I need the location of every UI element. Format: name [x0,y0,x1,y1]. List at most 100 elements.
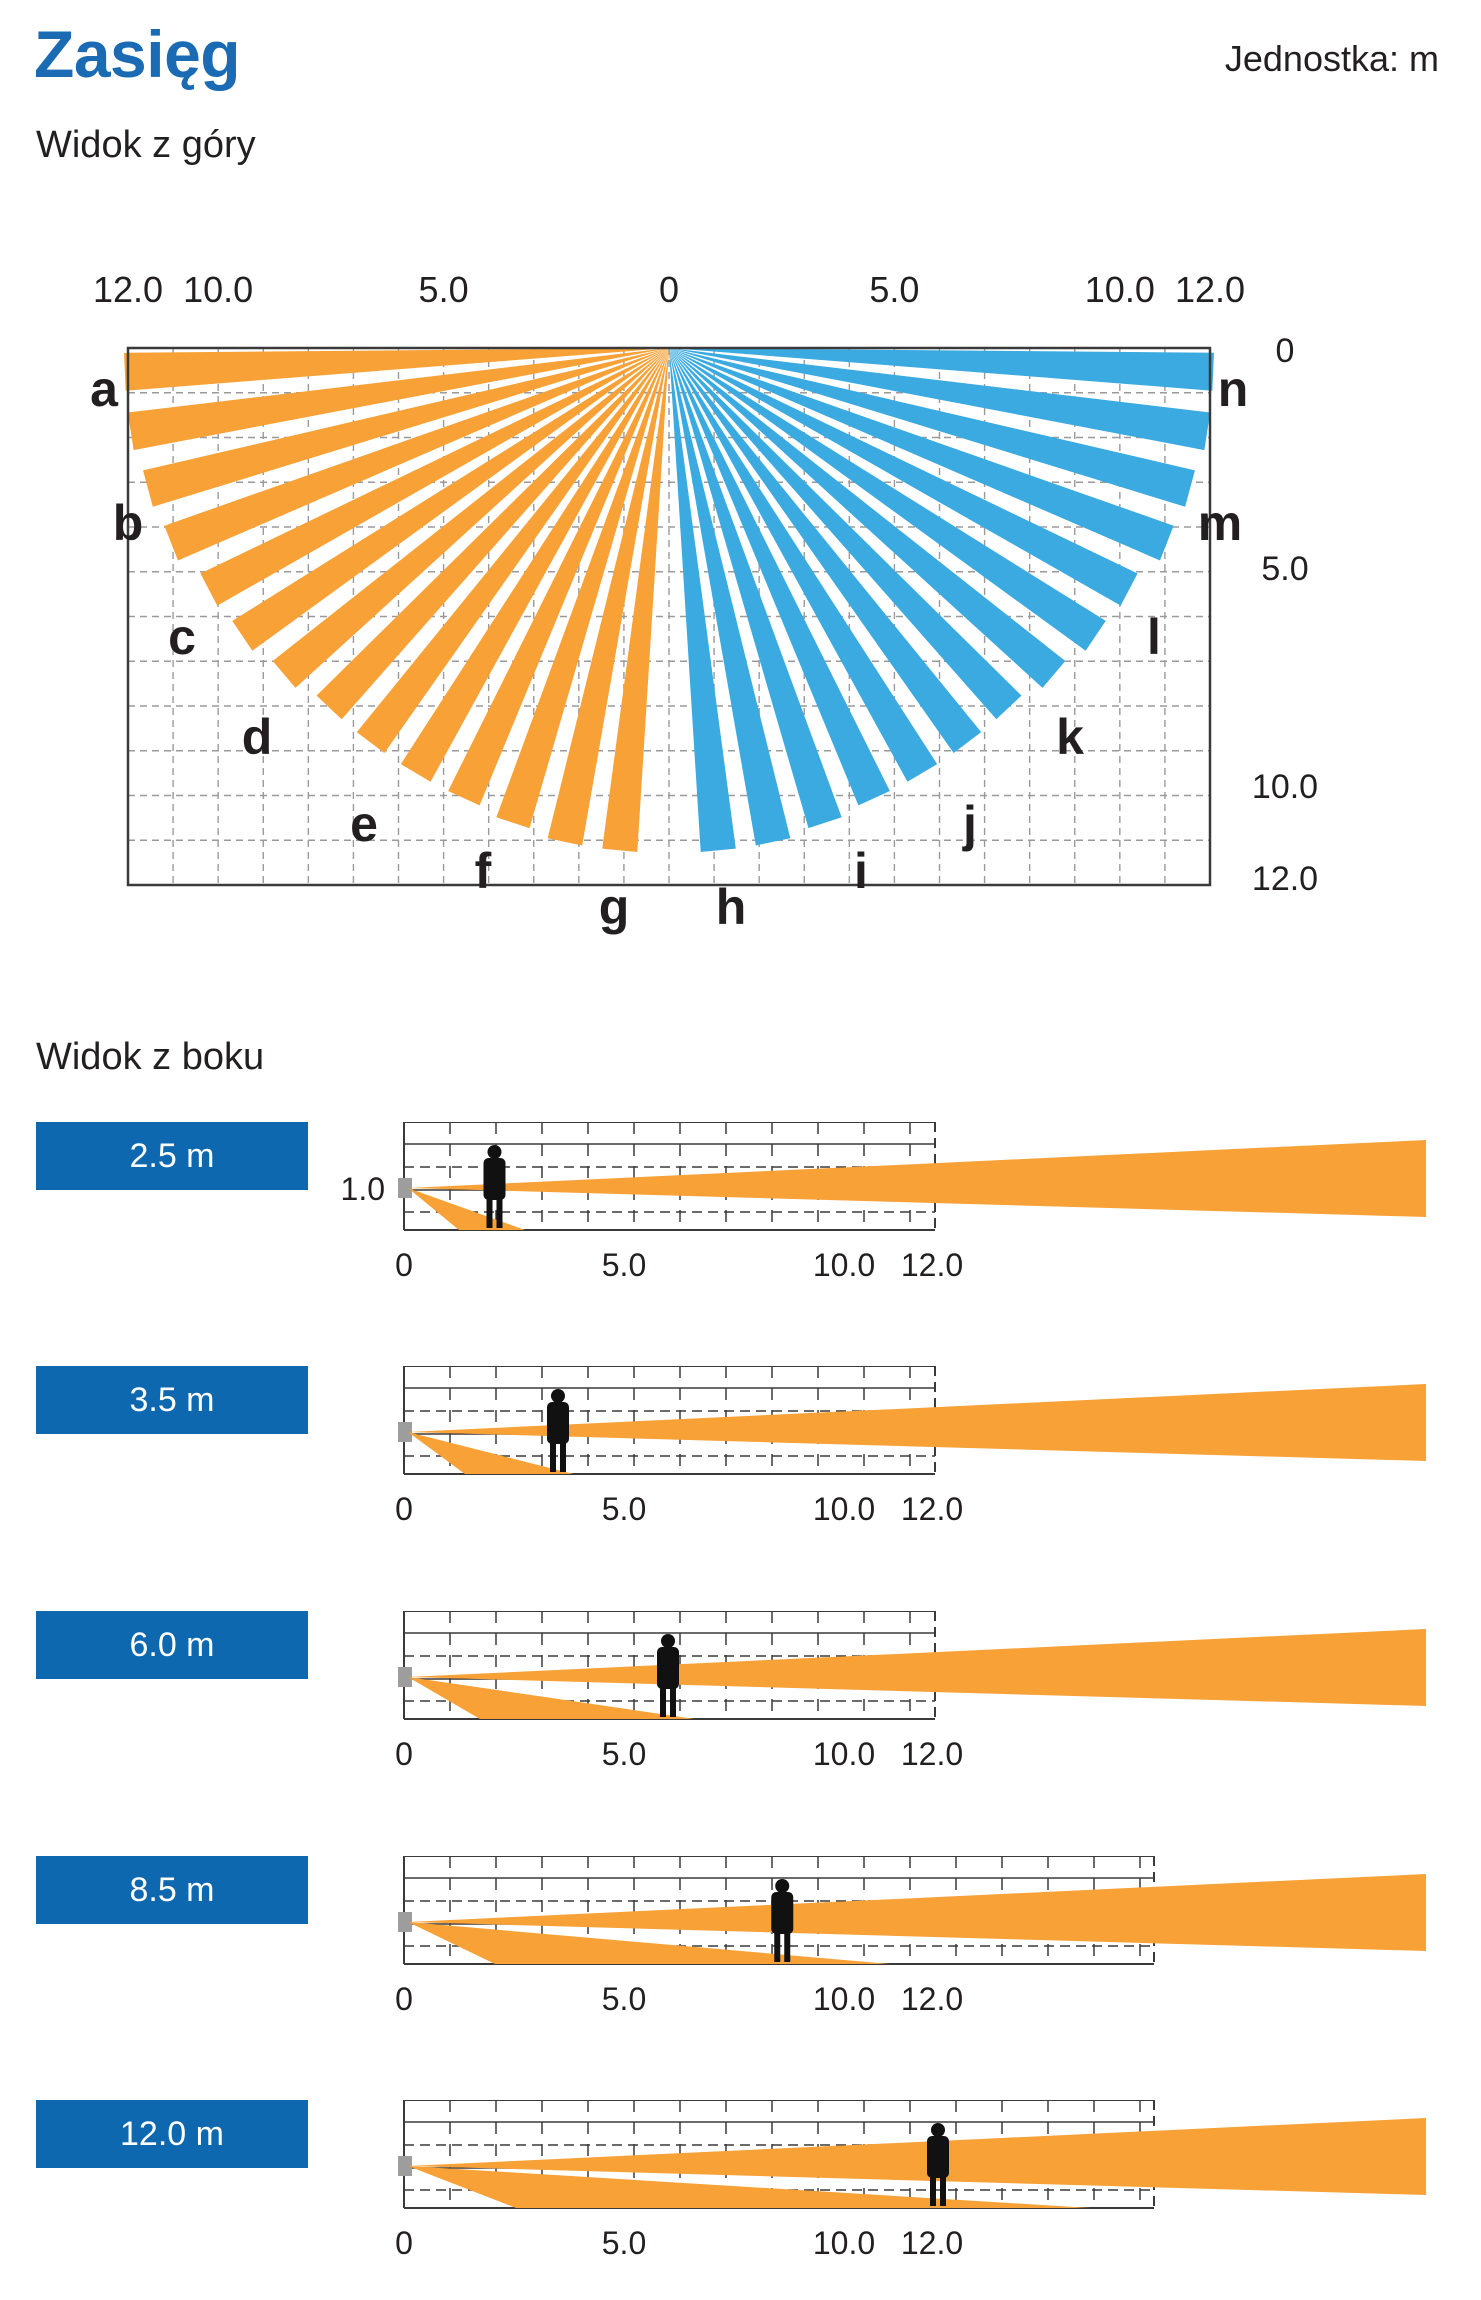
zone-label-l: l [1147,609,1161,665]
unit-label: Jednostka: m [1224,38,1439,79]
beam-left [200,348,669,606]
person-head [551,1389,565,1403]
beam-left [127,348,669,451]
beam-right [669,348,890,806]
side-view-diagram: 0 5.0 10.0 12.0 [395,1611,1426,1772]
upper-beam [408,2118,1426,2195]
side-x-tick-label: 10.0 [813,1736,875,1772]
x-tick-label: 12.0 [1175,269,1245,310]
side-view-row: 8.5 m 0 5.0 10.0 12.0 [0,1856,1481,2056]
range-badge: 3.5 m [36,1366,308,1434]
person-head [661,1634,675,1648]
side-view-row: 3.5 m 0 5.0 10.0 12.0 [0,1366,1481,1566]
beam-right [669,348,1214,391]
y-tick-label: 0 [1276,332,1295,370]
y-tick-label: 5.0 [1261,550,1308,588]
range-badge: 6.0 m [36,1611,308,1679]
zone-label-b: b [113,495,144,551]
person-leg [774,1932,781,1962]
range-badge: 8.5 m [36,1856,308,1924]
range-badge: 2.5 m [36,1122,308,1190]
y-tick-label: 10.0 [1252,768,1318,806]
top-view-diagram: 12.0 10.0 5.0 0 5.0 10.0 12.0 0 5.0 10.0 12.0 a b cd e… [90,269,1318,935]
side-x-tick-label: 5.0 [602,1981,646,2017]
beam-right [669,348,938,782]
zone-label-f: f [475,843,492,899]
person-head [931,2123,945,2137]
person-leg [486,1198,493,1228]
side-x-tick-label: 5.0 [602,2225,646,2261]
x-tick-label: 12.0 [93,269,163,310]
side-x-tick-label: 5.0 [602,1247,646,1283]
zone-label-j: j [962,796,977,852]
beam-right [669,348,1174,561]
beam-right [669,348,1022,720]
y-tick-label: 12.0 [1252,860,1318,898]
person-body [483,1158,506,1200]
side-x-tick-label: 10.0 [813,2225,875,2261]
side-x-tick-label: 5.0 [602,1491,646,1527]
person-leg [560,1442,566,1472]
beam-left [316,348,669,720]
beam-left [602,348,669,853]
side-view-row: 6.0 m 0 5.0 10.0 12.0 [0,1611,1481,1811]
person-leg [660,1687,666,1717]
beam-left [448,348,669,806]
lower-beam [408,1677,695,1719]
side-view-row: 12.0 m 0 5.0 10.0 12.0 [0,2100,1481,2300]
lower-beam [408,1432,574,1474]
person-leg [930,2176,936,2206]
beam-right [669,348,1195,507]
zone-label-d: d [242,709,273,765]
person-leg [550,1442,556,1472]
person-head [775,1879,790,1893]
side-view-diagram: 0 5.0 10.0 12.0 [395,1366,1426,1527]
zone-label-c: c [168,609,196,665]
zone-label-e: e [350,796,378,852]
side-view-diagram: 0 5.0 10.0 12.0 [395,2100,1426,2261]
lower-beam [408,1188,525,1230]
sensor-mount [398,1178,412,1198]
x-tick-label: 10.0 [1085,269,1155,310]
mount-height-label: 1.0 [341,1171,385,1207]
upper-beam [408,1874,1426,1951]
person-leg [496,1198,503,1228]
beam-right [669,348,982,753]
zone-label-k: k [1056,709,1084,765]
zone-label-a: a [90,361,119,417]
beam-right [669,348,842,829]
beam-left [547,348,669,846]
side-x-tick-label: 0 [395,2225,413,2261]
person-body [657,1647,679,1689]
beam-left [356,348,669,753]
side-x-tick-label: 5.0 [602,1736,646,1772]
zone-label-m: m [1198,495,1242,551]
person-body [771,1892,794,1934]
lower-beam [408,2166,1091,2208]
side-x-tick-label: 0 [395,1491,413,1527]
beam-left [400,348,669,782]
beam-right [669,348,791,846]
beam-right [669,348,1211,451]
lower-beam [408,1922,891,1964]
zone-label-g: g [599,879,630,935]
x-tick-label: 5.0 [869,269,919,310]
zone-label-i: i [854,843,868,899]
x-tick-label: 0 [659,269,679,310]
side-x-tick-label: 12.0 [901,1736,963,1772]
sensor-mount [398,1422,412,1442]
side-x-tick-label: 0 [395,1736,413,1772]
upper-beam [408,1629,1426,1706]
beam-left [496,348,669,829]
beam-left [272,348,669,688]
side-view-diagram: 1.0 0 5.0 10.0 12.0 [341,1122,1426,1283]
side-x-tick-label: 10.0 [813,1491,875,1527]
side-x-tick-label: 10.0 [813,1247,875,1283]
person-head [487,1145,502,1159]
side-x-tick-label: 12.0 [901,1491,963,1527]
beam-right [669,348,1106,651]
side-x-tick-label: 10.0 [813,1981,875,2017]
x-tick-label: 5.0 [419,269,469,310]
side-x-tick-label: 0 [395,1981,413,2017]
side-x-tick-label: 12.0 [901,1247,963,1283]
